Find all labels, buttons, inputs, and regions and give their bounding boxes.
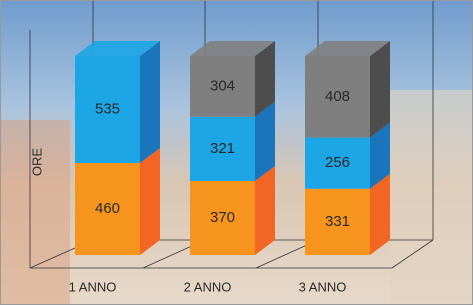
bar-side bbox=[370, 41, 390, 138]
value-label: 370 bbox=[210, 209, 235, 226]
value-label: 304 bbox=[210, 77, 235, 94]
chart: ORE 460 535 1 ANNO 370 321 304 2 ANNO 331 256 408… bbox=[0, 0, 473, 305]
value-label: 535 bbox=[95, 100, 120, 117]
x-tick-label: 2 ANNO bbox=[184, 279, 232, 294]
bar-side bbox=[140, 148, 160, 255]
x-tick-label: 1 ANNO bbox=[69, 279, 117, 294]
value-label: 321 bbox=[210, 140, 235, 157]
background-building bbox=[390, 90, 473, 305]
bar-side bbox=[255, 166, 275, 255]
bar-side bbox=[140, 41, 160, 163]
background-building bbox=[0, 120, 70, 305]
value-label: 331 bbox=[325, 213, 350, 230]
y-axis-label: ORE bbox=[29, 148, 44, 177]
value-label: 256 bbox=[325, 154, 350, 171]
x-tick-label: 3 ANNO bbox=[299, 279, 347, 294]
value-label: 460 bbox=[95, 200, 120, 217]
value-label: 408 bbox=[325, 88, 350, 105]
